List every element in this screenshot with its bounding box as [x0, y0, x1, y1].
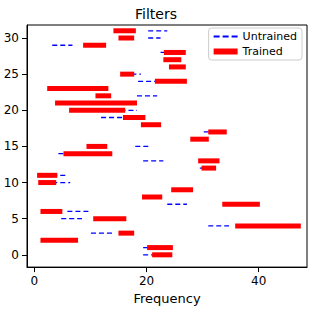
svg-text:20: 20 — [4, 103, 19, 117]
svg-text:25: 25 — [4, 67, 19, 81]
svg-text:Filters: Filters — [135, 6, 177, 22]
svg-text:Untrained: Untrained — [243, 30, 297, 43]
svg-text:Frequency: Frequency — [133, 291, 200, 306]
svg-text:0: 0 — [30, 274, 38, 288]
svg-text:5: 5 — [11, 212, 19, 226]
svg-text:20: 20 — [139, 274, 154, 288]
svg-text:0: 0 — [11, 248, 19, 262]
svg-text:10: 10 — [4, 176, 19, 190]
svg-text:15: 15 — [4, 139, 19, 153]
svg-text:40: 40 — [251, 274, 266, 288]
svg-text:30: 30 — [4, 31, 19, 45]
svg-text:Trained: Trained — [242, 45, 283, 58]
